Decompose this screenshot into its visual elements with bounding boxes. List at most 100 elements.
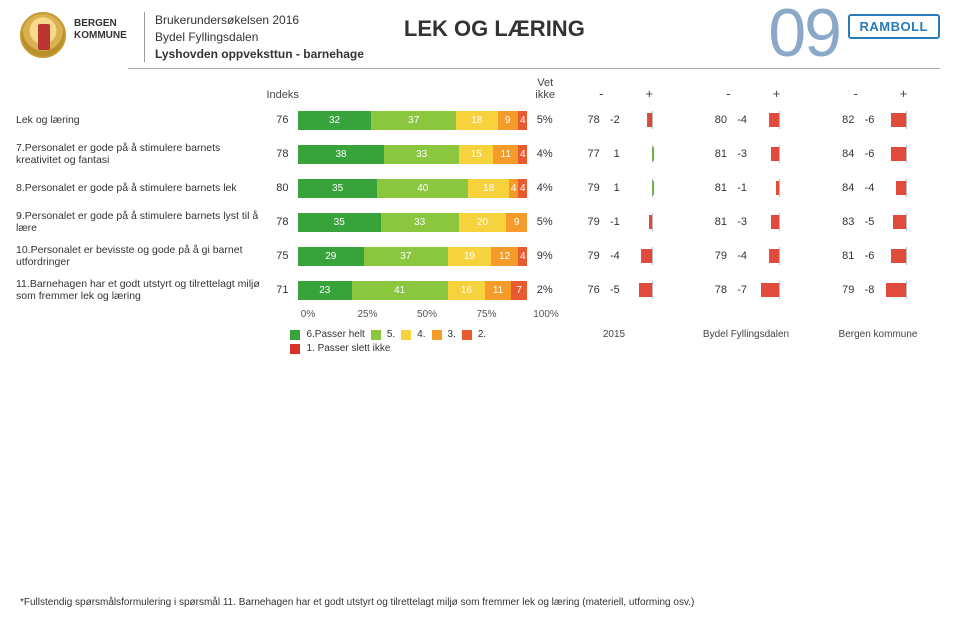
axis-tick: 0% [301, 309, 315, 320]
cmp-value: 79 [701, 250, 727, 262]
chart-row: 10.Personalet er bevisste og gode på å g… [16, 239, 944, 273]
cmp-diff: -1 [727, 182, 749, 194]
kommune-line2: KOMMUNE [74, 30, 127, 41]
bar-segment: 20 [459, 213, 506, 232]
axis-tick: 100% [533, 309, 559, 320]
column-headers: Indeks Vet ikke -+ -+ -+ [16, 77, 944, 101]
row-indeks: 76 [267, 114, 298, 126]
axis-tick: 50% [417, 309, 437, 320]
cmp-diff: -2 [600, 114, 622, 126]
bar-segment: 18 [456, 111, 497, 130]
cmp-value: 84 [828, 182, 854, 194]
bar-segment: 16 [448, 281, 485, 300]
cmp-diff: -3 [727, 216, 749, 228]
row-indeks: 78 [267, 216, 298, 228]
cmp-value: 81 [701, 216, 727, 228]
comparison-cell: 84-6 [817, 145, 944, 163]
bar-segment: 11 [485, 281, 511, 300]
cmp-value: 81 [701, 148, 727, 160]
cmp-value: 79 [574, 216, 600, 228]
cmp-value: 81 [828, 250, 854, 262]
cmp-diff: 1 [600, 182, 622, 194]
legend-label: 4. [417, 329, 425, 340]
vet-ikke-value: 4% [527, 148, 562, 160]
comparison-cell: 78-2 [562, 111, 689, 129]
row-indeks: 78 [267, 148, 298, 160]
cmp-diff-bar [880, 111, 932, 129]
bar-segment: 4 [509, 179, 518, 198]
cmp-value: 79 [574, 250, 600, 262]
cmp-diff-bar [753, 179, 805, 197]
legend: 6.Passer helt5.4.3.2.1. Passer slett ikk… [16, 329, 944, 357]
legend-label: 6.Passer helt [306, 329, 364, 340]
bar-segment: 9 [506, 213, 527, 232]
vet-ikke-value: 5% [527, 114, 562, 126]
cmp-diff-bar [626, 145, 678, 163]
minus-sign: - [726, 86, 730, 101]
cmp-header-0: -+ [563, 86, 690, 101]
ramboll-logo: RAMBOLL [848, 14, 941, 39]
cmp-value: 82 [828, 114, 854, 126]
bar-segment: 33 [381, 213, 459, 232]
cmp-value: 83 [828, 216, 854, 228]
axis-tick: 25% [357, 309, 377, 320]
comparison-cell: 791 [562, 179, 689, 197]
legend-label: 2. [478, 329, 486, 340]
cmp-value: 80 [701, 114, 727, 126]
legend-label: 3. [448, 329, 456, 340]
kommune-line1: BERGEN [74, 18, 117, 29]
comparison-cell: 79-4 [562, 247, 689, 265]
comparison-cell: 81-3 [689, 213, 816, 231]
row-indeks: 80 [267, 182, 298, 194]
cmp-diff-bar [753, 247, 805, 265]
cmp-value: 81 [701, 182, 727, 194]
cmp-diff-bar [626, 179, 678, 197]
cmp-diff: -1 [600, 216, 622, 228]
bar-segment: 4 [518, 111, 527, 130]
plus-sign: + [900, 86, 908, 101]
chart-row: Lek og læring76323718945%78-280-482-6 [16, 103, 944, 137]
bar-segment: 37 [371, 111, 456, 130]
chart-area: Indeks Vet ikke -+ -+ -+ Lek og læring76… [0, 69, 960, 357]
cmp-value: 78 [574, 114, 600, 126]
legend-swatch [371, 330, 381, 340]
bar-segment: 7 [511, 281, 527, 300]
row-label: 8.Personalet er gode på å stimulere barn… [16, 182, 267, 195]
cmp-diff: -3 [727, 148, 749, 160]
bar-segment: 18 [468, 179, 509, 198]
comparison-cell: 79-4 [689, 247, 816, 265]
cmp-diff: -6 [854, 250, 876, 262]
stacked-bar: 293719124 [298, 247, 528, 266]
legend-label: 1. Passer slett ikke [306, 343, 390, 354]
bar-segment: 29 [298, 247, 364, 266]
vet-ikke-value: 2% [527, 284, 562, 296]
comparison-cell: 78-7 [689, 281, 816, 299]
legend-swatch [290, 344, 300, 354]
row-label: 7.Personalet er gode på å stimulere barn… [16, 142, 267, 167]
cmp-value: 79 [828, 284, 854, 296]
bar-segment: 12 [491, 247, 518, 266]
cmp-diff: -4 [854, 182, 876, 194]
bar-segment: 38 [298, 145, 384, 164]
bar-segment: 35 [298, 213, 381, 232]
comparison-cell: 79-8 [817, 281, 944, 299]
cmp-diff-bar [753, 111, 805, 129]
page-header: BERGEN KOMMUNE Brukerundersøkelsen 2016 … [0, 0, 960, 66]
bar-segment: 15 [459, 145, 493, 164]
cmp-diff: -4 [600, 250, 622, 262]
cmp-diff: -5 [854, 216, 876, 228]
chart-row: 7.Personalet er gode på å stimulere barn… [16, 137, 944, 171]
cmp-value: 79 [574, 182, 600, 194]
chart-rows: Lek og læring76323718945%78-280-482-67.P… [16, 103, 944, 307]
page-title: LEK OG LÆRING [404, 16, 585, 42]
stacked-bar: 234116117 [298, 281, 528, 300]
comparison-cell: 81-6 [817, 247, 944, 265]
bar-segment: 23 [298, 281, 352, 300]
row-label: Lek og læring [16, 114, 267, 127]
cmp-diff-bar [880, 247, 932, 265]
vet-ikke-value: 4% [527, 182, 562, 194]
row-indeks: 71 [267, 284, 298, 296]
cmp-value: 78 [701, 284, 727, 296]
cmp-header-2: -+ [817, 86, 944, 101]
page-number: 09 [768, 0, 840, 72]
